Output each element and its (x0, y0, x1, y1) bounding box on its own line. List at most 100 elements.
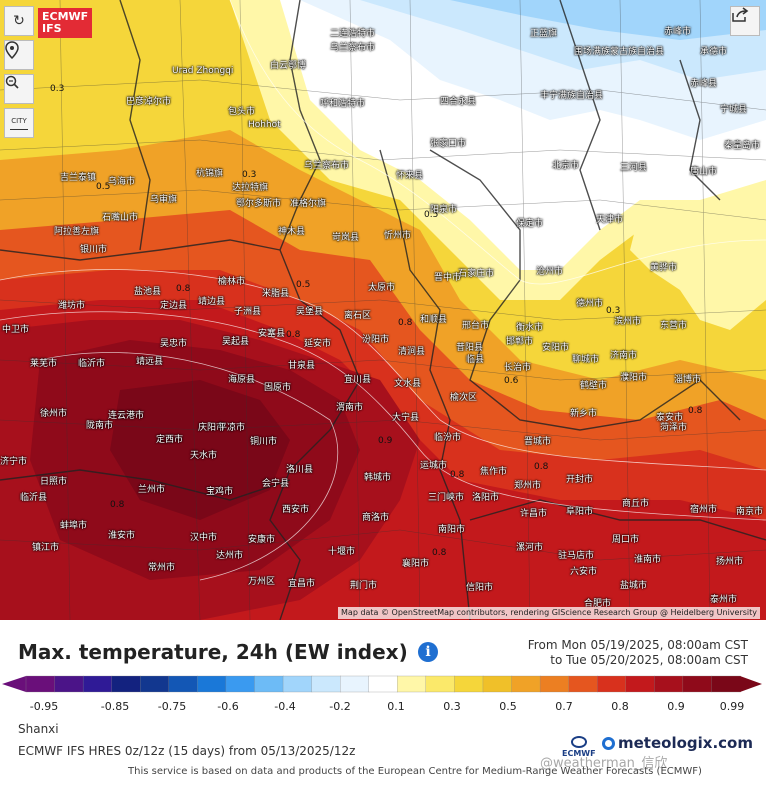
city-label: 昔阳县 (456, 343, 484, 353)
city-label: 白云鄂博 (270, 61, 307, 71)
ecmwf-small-logo: ECMWF (562, 736, 596, 758)
city-label: 日照市 (40, 477, 68, 487)
legend-tick-label: 0.3 (443, 700, 461, 713)
city-label: 铜川市 (250, 437, 278, 447)
locate-button[interactable] (4, 40, 34, 70)
city-label: 忻州市 (384, 231, 412, 241)
legend-swatch (597, 675, 627, 693)
city-label: 淮安市 (108, 531, 136, 541)
city-label: 周口市 (612, 535, 640, 545)
city-label: 南京市 (736, 507, 764, 517)
city-label: 新乡市 (570, 409, 598, 419)
legend-swatch (511, 675, 541, 693)
logo-line2: IFS (42, 22, 62, 35)
city-label: 神木县 (278, 227, 306, 237)
city-label: 德州市 (576, 299, 604, 309)
city-label: 洛阳市 (472, 493, 500, 503)
city-label: 岢岚县 (332, 233, 360, 243)
city-label: 北京市 (552, 161, 580, 171)
legend-tick-label: -0.6 (217, 700, 239, 713)
reload-button[interactable]: ↻ (4, 6, 34, 36)
city-label: Hohhot (248, 120, 281, 130)
city-label: 运城市 (420, 461, 448, 471)
city-label: 阜阳市 (566, 507, 594, 517)
color-scale-bar (2, 675, 762, 693)
legend-swatch (454, 675, 484, 693)
city-label: 十堰市 (328, 547, 356, 557)
city-label: 郑州市 (514, 481, 542, 491)
contour-label: 0.9 (378, 436, 393, 446)
city-label: 合肥市 (584, 599, 612, 609)
contour-label: 0.5 (424, 210, 439, 220)
city-label: 海原县 (228, 375, 256, 385)
contour-label: 0.8 (176, 284, 191, 294)
zoom-button[interactable] (4, 74, 34, 104)
city-label: 阿拉善左旗 (54, 227, 100, 237)
city-label: 安塞县 (258, 329, 286, 339)
legend-swatch (254, 675, 284, 693)
city-label: 徐州市 (40, 409, 68, 419)
legend-tick-label: 0.99 (719, 700, 745, 713)
legend-arrow-right (740, 676, 762, 692)
city-label: 荆门市 (350, 581, 378, 591)
city-label: 漯河市 (516, 543, 544, 553)
legend-swatch (197, 675, 227, 693)
city-label: 平凉市 (218, 423, 246, 433)
contour-label: 0.5 (296, 280, 311, 290)
city-label: 莱芜市 (30, 359, 58, 369)
city-label: 汾阳市 (362, 335, 390, 345)
share-button[interactable] (730, 6, 760, 36)
contour-label: 0.6 (504, 376, 519, 386)
city-label: 常州市 (148, 563, 176, 573)
city-label: 子洲县 (234, 307, 262, 317)
city-label: 长治市 (504, 363, 532, 373)
contour-label: 0.8 (286, 330, 301, 340)
contour-label: 0.3 (242, 170, 257, 180)
city-label: 信阳市 (466, 583, 494, 593)
legend-swatch (111, 675, 141, 693)
city-label: 达拉特旗 (232, 183, 269, 193)
legend-swatch (368, 675, 398, 693)
info-button[interactable]: i (418, 642, 438, 662)
ecmwf-ifs-logo: ECMWF IFS (38, 8, 92, 38)
contour-label: 0.3 (606, 306, 621, 316)
city-toggle-button[interactable]: CITY (4, 108, 34, 138)
city-label: 定西市 (156, 435, 184, 445)
city-toggle-label: CITY (11, 116, 27, 125)
location-pin-icon (5, 41, 19, 59)
city-label: 吴忠市 (160, 339, 188, 349)
legend-swatch (682, 675, 713, 693)
city-label: 泰州市 (710, 595, 738, 605)
city-label: 吉兰泰镇 (60, 173, 97, 183)
meteologix-logo[interactable]: meteologix.com (602, 734, 753, 752)
contour-label: 0.8 (398, 318, 413, 328)
city-label: 盐城市 (620, 581, 648, 591)
city-label: 石家庄市 (458, 269, 495, 279)
city-label: 米脂县 (262, 289, 290, 299)
logo-line1: ECMWF (42, 10, 89, 23)
city-label: 兰州市 (138, 485, 166, 495)
legend-swatch (568, 675, 598, 693)
city-label: 阳泉市 (430, 205, 458, 215)
city-label: 宜昌市 (288, 579, 316, 589)
city-label: 和顺县 (420, 315, 448, 325)
city-label: 陇南市 (86, 421, 114, 431)
temperature-field (0, 0, 766, 620)
legend-tick-label: 0.1 (387, 700, 405, 713)
city-label: 延安市 (304, 339, 332, 349)
city-label: 乌海市 (108, 177, 136, 187)
weather-map[interactable]: 0.3 0.5 0.3 0.8 0.5 0.8 0.5 0.8 0.6 0.8 … (0, 0, 766, 620)
city-label: 四合永县 (440, 97, 477, 107)
city-label: 鄂尔多斯市 (236, 199, 282, 209)
city-label: 镇江市 (32, 543, 60, 553)
info-icon: i (425, 644, 431, 660)
city-label: 邢台市 (462, 321, 490, 331)
city-label: 滨州市 (614, 317, 642, 327)
city-label: 宿州市 (690, 505, 718, 515)
city-label: 濮阳市 (620, 373, 648, 383)
city-label: 乌兰察布市 (304, 161, 350, 171)
city-label: 潍坊市 (58, 301, 86, 311)
city-label: 甘泉县 (288, 361, 316, 371)
city-label: 二连浩特市 (330, 29, 376, 39)
city-label: 襄阳市 (402, 559, 430, 569)
